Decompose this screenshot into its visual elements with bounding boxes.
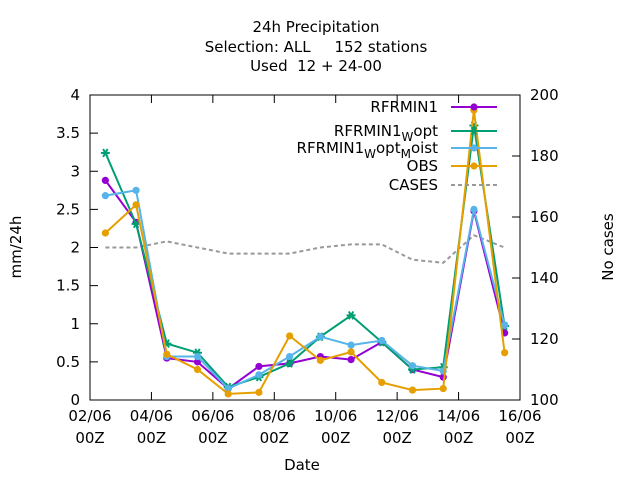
legend-label-cases: CASES xyxy=(389,176,438,194)
data-point xyxy=(316,333,324,341)
cases-series xyxy=(105,234,505,264)
data-point xyxy=(101,192,109,200)
data-point xyxy=(501,349,509,357)
data-point xyxy=(193,365,202,374)
x-tick-label-date: 10/06 xyxy=(314,407,357,425)
y2-tick-label: 100 xyxy=(530,391,559,409)
series-line xyxy=(104,110,506,395)
data-point xyxy=(347,348,355,356)
x-tick-label-time: 00Z xyxy=(260,429,289,447)
cases-line xyxy=(105,234,505,264)
data-point xyxy=(224,390,232,398)
legend-label: RFRMIN1Wopt xyxy=(334,122,438,144)
y-tick-label: 2.5 xyxy=(56,200,80,218)
legend-marker xyxy=(470,162,478,170)
x-tick-label-date: 02/06 xyxy=(68,407,111,425)
data-point xyxy=(193,358,202,366)
y-tick-label: 0.5 xyxy=(56,353,80,371)
y-axis-label: mm/24h xyxy=(7,216,25,279)
legend-label: RFRMIN1WoptMoist xyxy=(297,139,439,161)
data-point xyxy=(132,186,140,194)
data-point xyxy=(255,388,263,396)
series-line xyxy=(104,179,506,390)
y-axis-ticks: 0 0.5 1 1.5 2 2.5 3 3.5 4 xyxy=(56,86,80,409)
data-point xyxy=(378,336,386,345)
data-point xyxy=(408,386,417,394)
data-point xyxy=(316,356,324,364)
legend-marker xyxy=(470,103,478,111)
x-tick-label-date: 12/06 xyxy=(376,407,419,425)
x-axis-ticks: 02/06 00Z 04/06 00Z 06/06 00Z 08/06 00Z 10/06 00Z… xyxy=(68,407,541,447)
x-tick-label-date: 04/06 xyxy=(130,407,173,425)
data-point xyxy=(286,332,294,340)
x-tick-label-time: 00Z xyxy=(505,429,534,447)
x-axis-label: Date xyxy=(284,456,320,474)
x-tick-label-time: 00Z xyxy=(321,429,350,447)
x-tick-label-date: 08/06 xyxy=(253,407,296,425)
y2-tick-label: 200 xyxy=(530,86,559,104)
data-point xyxy=(470,205,478,213)
y-tick-label: 3 xyxy=(70,162,80,180)
legend-marker xyxy=(470,144,478,152)
y-tick-label: 2 xyxy=(70,239,80,257)
title-line-2: Selection: ALL 152 stations xyxy=(205,38,428,56)
data-point xyxy=(255,371,263,379)
y-tick-label: 3.5 xyxy=(56,124,80,142)
data-series xyxy=(100,106,510,398)
data-point xyxy=(100,148,110,158)
data-point xyxy=(408,362,417,370)
x-tick-label-time: 00Z xyxy=(137,429,166,447)
y-tick-label: 4 xyxy=(70,86,80,104)
y2-tick-label: 180 xyxy=(530,147,559,165)
data-point xyxy=(132,201,140,209)
data-point xyxy=(101,229,109,237)
data-point xyxy=(286,352,294,361)
legend-marker xyxy=(469,126,479,136)
data-point xyxy=(439,384,447,393)
y-tick-label: 1 xyxy=(70,315,80,333)
chart-title: 24h Precipitation Selection: ALL 152 sta… xyxy=(205,18,428,75)
y2-tick-label: 140 xyxy=(530,269,559,287)
x-tick-label-date: 06/06 xyxy=(191,407,234,425)
data-point xyxy=(193,352,202,361)
x-tick-label-time: 00Z xyxy=(198,429,227,447)
y2-tick-label: 160 xyxy=(530,208,559,226)
data-point xyxy=(255,362,263,371)
x-tick-label-time: 00Z xyxy=(75,429,104,447)
data-point xyxy=(224,384,232,393)
x-tick-label-time: 00Z xyxy=(444,429,473,447)
data-point xyxy=(101,176,109,184)
plot-frame xyxy=(89,94,521,401)
legend-label: OBS xyxy=(407,157,438,175)
series-3 xyxy=(101,106,509,398)
data-point xyxy=(501,321,509,329)
data-point xyxy=(163,350,171,358)
x-tick-label-time: 00Z xyxy=(382,429,411,447)
series-line xyxy=(104,125,506,389)
data-point xyxy=(346,310,356,320)
title-line-1: 24h Precipitation xyxy=(252,18,379,36)
title-line-3: Used 12 + 24-00 xyxy=(250,57,382,75)
y2-axis-label: No cases xyxy=(599,213,617,281)
y-tick-label: 1.5 xyxy=(56,277,80,295)
data-point xyxy=(347,355,355,364)
x-tick-label-date: 14/06 xyxy=(437,407,480,425)
legend: RFRMIN1 RFRMIN1WoptRFRMIN1WoptMoistOBSCAS… xyxy=(297,98,497,194)
tick-marks xyxy=(89,94,521,401)
series-2 xyxy=(101,186,509,393)
data-point xyxy=(285,359,295,368)
y2-axis-ticks: 100 120 140 160 180 200 xyxy=(530,86,559,409)
x-tick-label-date: 16/06 xyxy=(498,407,541,425)
legend-label: RFRMIN1 xyxy=(370,98,438,116)
data-point xyxy=(378,378,386,387)
y2-tick-label: 120 xyxy=(530,330,559,348)
data-point xyxy=(347,341,355,349)
y-tick-label: 0 xyxy=(70,391,80,409)
